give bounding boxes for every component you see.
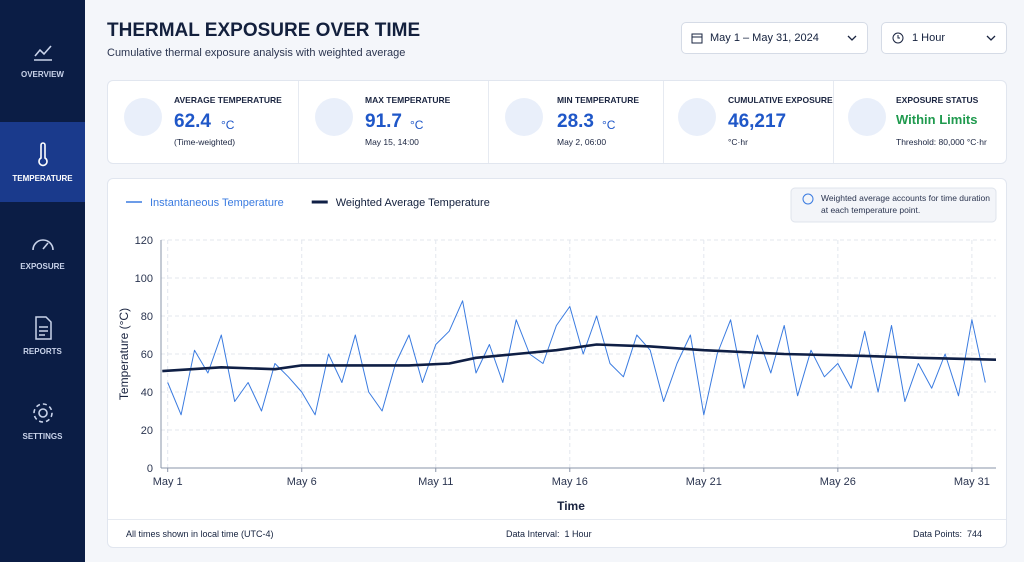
footer-points: Data Points: 744 [913,529,982,539]
divider [108,519,1006,520]
info-icon [802,193,814,205]
stat-unit: °C [221,118,235,132]
nav-label: OVERVIEW [21,70,64,79]
stat-label: MAX TEMPERATURE [365,95,451,105]
stat-note: °C·hr [728,137,748,147]
stat-note: (Time-weighted) [174,137,236,147]
nav-label: EXPOSURE [20,262,65,271]
y-axis-title: Temperature (°C) [117,308,131,400]
y-tick-label: 0 [147,463,153,475]
sidebar: OVERVIEW TEMPERATURE EXPOSURE REPORTS SE… [0,0,85,562]
nav-item[interactable]: EXPOSURE [0,232,85,312]
stat-note: May 15, 14:00 [365,137,419,147]
icon [32,403,53,423]
x-tick-label: May 1 [153,476,183,488]
stat-value: 91.7 [365,111,402,132]
footer-label: Data Points: [913,529,963,539]
icon [847,35,857,41]
stat: AVERAGE TEMPERATURE 62.4 °C (Time-weight… [108,81,298,163]
icon [124,98,162,136]
stat-label: EXPOSURE STATUS [896,95,979,105]
stat-unit: °C [602,118,616,132]
page-subtitle: Cumulative thermal exposure analysis wit… [107,47,406,59]
x-tick-label: May 26 [820,476,856,488]
y-tick-label: 120 [135,235,153,247]
line [167,300,986,416]
x-tick-label: May 6 [287,476,317,488]
dropdown-text: 1 Hour [912,32,946,44]
stat: CUMULATIVE EXPOSURE 46,217 °C·hr [663,81,834,163]
stat: MIN TEMPERATURE 28.3 °C May 2, 06:00 [488,81,664,163]
stat-value: 28.3 [557,111,594,132]
dropdown-text: May 1 – May 31, 2024 [710,32,819,44]
footer-value: 1 Hour [564,529,592,539]
nav-label: TEMPERATURE [12,174,73,183]
nav-label: REPORTS [23,347,62,356]
icon [37,142,48,167]
chart: Instantaneous Temperature Weighted Averag… [117,187,997,513]
stat-label: AVERAGE TEMPERATURE [174,95,282,105]
x-tick-label: May 21 [686,476,722,488]
date-range-dropdown[interactable]: May 1 – May 31, 2024 [681,22,868,54]
info-text: Weighted average accounts for time durat… [821,193,990,215]
footer-value: 744 [967,529,983,539]
stat: EXPOSURE STATUS Within Limits Threshold:… [833,81,1006,163]
icon [678,98,716,136]
y-tick-label: 60 [141,349,153,361]
icon [892,32,904,44]
nav-item[interactable]: REPORTS [0,315,85,395]
stat-value: 46,217 [728,111,787,132]
y-tick-label: 80 [141,311,153,323]
icon [691,33,703,44]
nav-label: SETTINGS [22,432,63,441]
x-tick-label: May 31 [954,476,990,488]
nav-item[interactable]: TEMPERATURE [0,122,85,202]
stat-label: CUMULATIVE EXPOSURE [728,95,833,105]
icon [315,98,353,136]
y-tick-label: 40 [141,387,153,399]
x-tick-label: May 11 [418,476,453,488]
x-axis-title: Time [557,499,585,513]
stat-note: Threshold: 80,000 °C·hr [896,137,987,147]
footer-timezone: All times shown in local time (UTC-4) [126,529,274,539]
y-tick-label: 20 [141,425,153,437]
info-wrap: Weighted average accounts for time durat… [821,193,990,215]
stat-unit: °C [410,118,424,132]
stat: MAX TEMPERATURE 91.7 °C May 15, 14:00 [298,81,489,163]
icon [31,239,54,251]
nav-item[interactable]: OVERVIEW [0,40,85,120]
stat-label: MIN TEMPERATURE [557,95,640,105]
stat-value: 62.4 [174,111,211,132]
info-box [790,187,997,223]
legend-label: Weighted Average Temperature [336,197,490,209]
stats-card: AVERAGE TEMPERATURE 62.4 °C (Time-weight… [107,80,1007,164]
footer-label: Data Interval: [506,529,560,539]
footer-interval: Data Interval: 1 Hour [506,529,592,539]
icon [33,45,52,61]
interval-dropdown[interactable]: 1 Hour [881,22,1007,54]
stat-note: May 2, 06:00 [557,137,607,147]
legend-label: Instantaneous Temperature [150,197,284,209]
icon [34,316,52,340]
nav-item[interactable]: SETTINGS [0,400,85,480]
icon [505,98,543,136]
stat-value: Within Limits [896,112,978,127]
chart-card: Instantaneous Temperature Weighted Averag… [107,178,1007,548]
line [162,343,997,373]
x-tick-label: May 16 [552,476,588,488]
y-tick-label: 100 [135,273,153,285]
page-title: THERMAL EXPOSURE OVER TIME [107,20,421,41]
legend: Instantaneous Temperature Weighted Averag… [126,197,490,209]
icon [986,35,996,41]
icon [848,98,886,136]
